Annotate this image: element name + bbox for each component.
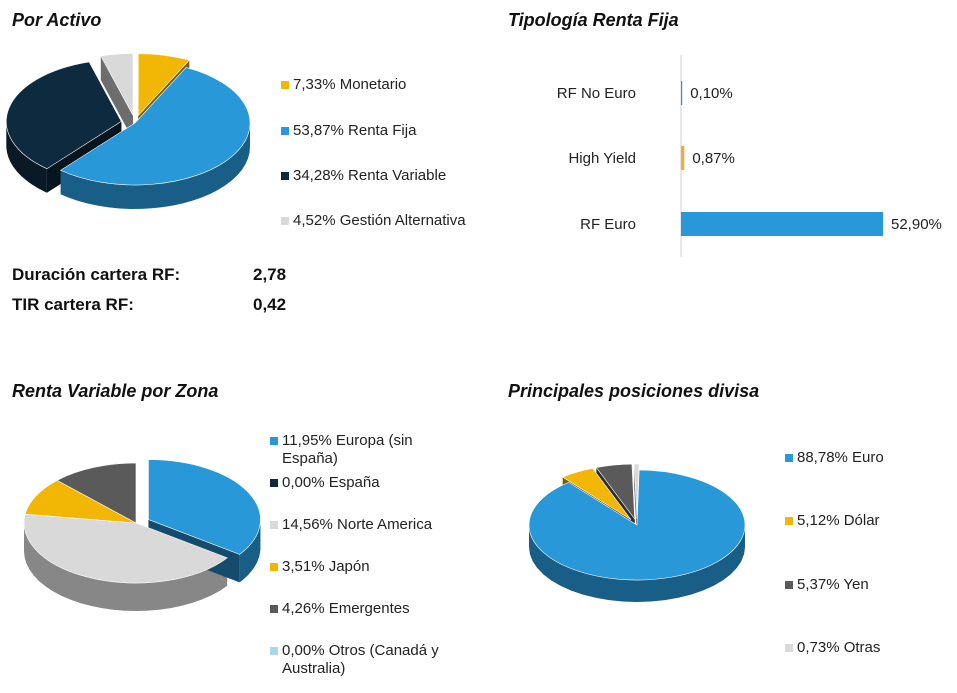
slice-88-78-euro	[528, 469, 746, 581]
legend-label: 53,87% Renta Fija	[293, 122, 417, 139]
legend-label: 88,78% Euro	[797, 449, 884, 466]
por-activo-pie-chart	[6, 53, 251, 209]
legend-label: 5,37% Yen	[797, 576, 869, 593]
legend-label: 0,00% Otros (Canadá y Australia)	[282, 642, 439, 677]
por-activo-title: Por Activo	[12, 10, 102, 30]
legend-item-5-37-yen: 5,37% Yen	[785, 576, 945, 594]
rv-zona-title: Renta Variable por Zona	[12, 381, 219, 401]
tipologia-rf-bar-chart: RF No Euro 0,10% High Yield 0,87% RF Euro 52,…	[557, 55, 942, 257]
slice-4-52-gestion-alternativa-cut	[100, 56, 134, 140]
category-label-rf-euro: RF Euro	[580, 216, 636, 233]
legend-swatch	[270, 479, 278, 487]
bar-rf-no-euro	[681, 81, 683, 105]
slice-88-78-euro-side	[529, 525, 745, 602]
legend-item-88-78-euro: 88,78% Euro	[785, 449, 945, 467]
legend-swatch	[270, 437, 278, 445]
slice-0-73-otras	[633, 463, 640, 519]
legend-label: 0,00% España	[282, 474, 380, 491]
legend-item-34-28-renta-variable: 34,28% Renta Variable	[281, 167, 491, 185]
category-label-rf-no-euro: RF No Euro	[557, 85, 636, 102]
legend-label: 14,56% Norte America	[282, 516, 433, 533]
bar-rf-euro	[681, 212, 883, 236]
slice-34-28-renta-variable-side	[6, 121, 47, 193]
legend-item-53-87-renta-fija: 53,87% Renta Fija	[281, 122, 491, 140]
legend-item-0-00-otros-canada-y-australia: 0,00% Otros (Canadá y Australia)	[270, 642, 470, 678]
legend-label: 11,95% Europa (sin España)	[282, 432, 413, 467]
slice-4-52-gestion-alternativa	[100, 53, 134, 116]
legend-swatch	[785, 581, 793, 589]
pie-top-layer	[23, 459, 261, 584]
legend-label: 34,28% Renta Variable	[293, 167, 447, 184]
value-label-rf-euro: 52,90%	[891, 216, 942, 233]
slice-5-12-dolar	[562, 467, 632, 520]
legend-item-0-73-otras: 0,73% Otras	[785, 639, 945, 657]
slice-11-95-europa-sin-espana-side	[239, 519, 261, 583]
legend-swatch	[281, 81, 289, 89]
legend-swatch	[281, 127, 289, 135]
legend-swatch	[281, 172, 289, 180]
legend-item-4-26-emergentes: 4,26% Emergentes	[270, 600, 470, 618]
legend-swatch	[281, 217, 289, 225]
legend-label: 4,52% Gestión Alternativa	[293, 212, 466, 229]
value-label-high-yield: 0,87%	[692, 150, 735, 167]
divisa-pie-chart	[528, 463, 746, 602]
legend-item-14-56-norte-america: 14,56% Norte America	[270, 516, 470, 534]
legend-swatch	[270, 605, 278, 613]
pie-top-layer	[528, 463, 746, 581]
legend-swatch	[785, 454, 793, 462]
tir-label: TIR cartera RF:	[12, 295, 134, 314]
rv-zona-pie-chart	[23, 459, 261, 611]
slice-4-26-emergentes	[56, 462, 137, 524]
legend-item-3-51-japon: 3,51% Japón	[270, 558, 470, 576]
slice-53-87-renta-fija-side	[60, 123, 251, 209]
slice-11-95-europa-sin-espana	[148, 459, 261, 555]
value-label-rf-no-euro: 0,10%	[690, 85, 733, 102]
por-activo-legend: 7,33% Monetario 53,87% Renta Fija 34,28% R…	[281, 76, 491, 236]
tir-value: 0,42	[253, 295, 287, 314]
divisa-legend: 88,78% Euro 5,12% Dólar 5,37% Yen 0,73% Otr…	[785, 449, 945, 669]
legend-item-0-00-espana: 0,00% España	[270, 474, 470, 492]
legend-item-5-12-dolar: 5,12% Dólar	[785, 512, 945, 530]
slice-7-33-monetario	[137, 53, 190, 117]
tipologia-rf-title: Tipología Renta Fija	[508, 10, 679, 30]
slice-14-56-norte-america-side	[24, 523, 228, 611]
legend-item-4-52-gestion-alternativa: 4,52% Gestión Alternativa	[281, 212, 491, 230]
legend-swatch	[270, 563, 278, 571]
legend-swatch	[785, 644, 793, 652]
legend-label: 5,12% Dólar	[797, 512, 880, 529]
legend-item-7-33-monetario: 7,33% Monetario	[281, 76, 491, 94]
legend-label: 0,73% Otras	[797, 639, 881, 656]
divisa-title: Principales posiciones divisa	[508, 381, 760, 401]
category-label-high-yield: High Yield	[568, 150, 636, 167]
slice-34-28-renta-variable	[6, 61, 122, 170]
legend-item-11-95-europa-sin-espana: 11,95% Europa (sin España)	[270, 432, 470, 468]
legend-swatch	[785, 517, 793, 525]
bar-high-yield	[681, 146, 685, 170]
legend-swatch	[270, 647, 278, 655]
duracion-label: Duración cartera RF:	[12, 265, 181, 284]
slice-3-51-japon	[24, 480, 137, 524]
legend-label: 7,33% Monetario	[293, 76, 407, 93]
legend-label: 3,51% Japón	[282, 558, 370, 575]
slice-14-56-norte-america	[23, 513, 228, 584]
slice-5-37-yen	[595, 463, 636, 520]
duracion-value: 2,78	[253, 265, 287, 284]
rv-zona-legend: 11,95% Europa (sin España) 0,00% España 14…	[270, 432, 470, 692]
legend-label: 4,26% Emergentes	[282, 600, 410, 617]
slice-53-87-renta-fija	[59, 67, 251, 186]
pie-top-layer	[6, 53, 251, 186]
legend-swatch	[270, 521, 278, 529]
